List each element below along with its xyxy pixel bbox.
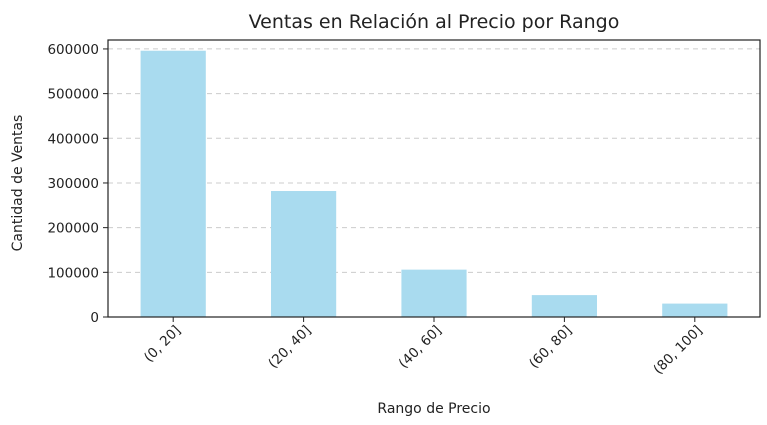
gridlines: [108, 48, 760, 318]
x-tick-label: (40, 60]: [396, 323, 445, 372]
y-tick-label: 500000: [47, 87, 99, 103]
y-tick-label: 400000: [47, 131, 99, 147]
y-tick-label: 300000: [47, 176, 99, 192]
chart-title: Ventas en Relación al Precio por Rango: [249, 11, 620, 33]
bar-1: [271, 191, 337, 317]
y-tick-label: 200000: [47, 221, 99, 237]
x-tick-label: (60, 80]: [526, 323, 575, 372]
y-tick-label: 100000: [47, 265, 99, 281]
y-tick-label: 600000: [47, 42, 99, 58]
bar-4: [662, 303, 728, 317]
bars: [140, 50, 728, 317]
bar-0: [140, 50, 206, 317]
y-tick-label: 0: [90, 310, 99, 326]
bar-3: [531, 295, 597, 317]
bar-2: [401, 269, 467, 317]
x-tick-label: (0, 20]: [141, 323, 184, 366]
y-axis-label: Cantidad de Ventas: [10, 115, 26, 252]
plot-frame: [107, 39, 761, 318]
x-axis-label: Rango de Precio: [377, 401, 490, 417]
x-tick-label: (80, 100]: [650, 323, 705, 378]
x-tick-label: (20, 40]: [265, 323, 314, 372]
